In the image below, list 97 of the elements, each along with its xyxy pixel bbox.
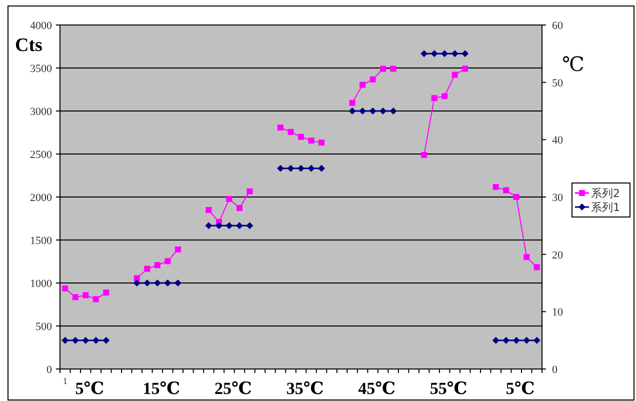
point — [62, 336, 69, 344]
point — [164, 280, 172, 286]
y-tick-label: 0 — [46, 364, 52, 376]
point — [82, 292, 89, 298]
point — [462, 50, 469, 58]
point — [308, 138, 314, 144]
y-tick-label: 3000 — [30, 106, 52, 118]
point — [62, 286, 68, 292]
point — [380, 108, 387, 114]
point — [421, 152, 428, 158]
point — [206, 206, 212, 213]
point — [533, 336, 540, 344]
y-tick-label: 1500 — [30, 235, 52, 247]
point — [205, 222, 212, 230]
y2-tick-label: 60 — [552, 20, 564, 32]
point — [164, 258, 171, 264]
y-tick-label: 2500 — [30, 149, 52, 161]
point — [174, 280, 182, 286]
point — [512, 336, 520, 344]
point — [492, 184, 499, 190]
point — [430, 50, 438, 58]
point — [318, 140, 325, 146]
point — [308, 164, 315, 172]
y-tick-label: 4000 — [30, 20, 52, 32]
point — [226, 196, 232, 202]
point — [154, 280, 161, 286]
point — [451, 50, 458, 58]
point — [288, 128, 294, 135]
point — [72, 294, 78, 300]
point — [144, 266, 150, 272]
point — [82, 336, 90, 344]
point — [277, 124, 284, 131]
point — [360, 82, 366, 88]
y2-tick-label: 0 — [552, 364, 558, 376]
y-tick-label: 2000 — [30, 192, 52, 204]
text: 45℃ — [358, 379, 396, 398]
point — [534, 264, 540, 270]
point — [442, 93, 448, 100]
text: 25℃ — [214, 379, 252, 398]
y-axis-title: Cts — [15, 35, 42, 56]
point — [174, 246, 181, 252]
y-tick-label: 1000 — [30, 278, 52, 290]
point — [349, 100, 356, 106]
point — [246, 222, 254, 230]
point — [298, 164, 304, 172]
point — [503, 187, 510, 194]
point — [492, 336, 500, 344]
point — [102, 336, 110, 344]
point — [452, 72, 458, 78]
y2-tick-label: 20 — [552, 249, 564, 262]
point — [462, 66, 468, 72]
point — [348, 108, 356, 114]
point — [420, 50, 428, 58]
point — [236, 205, 242, 212]
point — [359, 108, 366, 114]
text: 5℃ — [506, 379, 535, 398]
point — [103, 290, 110, 296]
y-tick-label: 500 — [36, 321, 52, 333]
y2-tick-label: 30 — [552, 192, 564, 204]
y2-tick-label: 50 — [552, 77, 564, 90]
point — [236, 222, 243, 230]
point — [215, 222, 222, 230]
text: 15℃ — [142, 379, 180, 398]
point — [226, 222, 233, 230]
point — [276, 164, 284, 172]
point — [513, 194, 520, 200]
point — [502, 336, 510, 344]
point — [133, 280, 140, 286]
point — [390, 108, 397, 114]
point — [298, 134, 304, 140]
point — [370, 76, 376, 82]
point — [318, 164, 326, 172]
point — [369, 108, 376, 114]
x-tick-label: 1 — [62, 376, 68, 386]
legend-label: 系列1 — [591, 201, 620, 214]
point — [134, 275, 140, 282]
y2-tick-label: 10 — [552, 306, 564, 319]
point — [523, 336, 530, 344]
text: 35℃ — [286, 379, 324, 398]
legend-label: 系列2 — [591, 187, 620, 200]
y2-tick-label: 40 — [552, 134, 564, 147]
point — [72, 336, 79, 344]
point — [92, 336, 100, 344]
point — [380, 66, 386, 72]
point — [154, 262, 160, 268]
point — [390, 66, 396, 72]
point — [524, 254, 530, 260]
point — [246, 188, 253, 194]
point — [441, 50, 448, 58]
point — [144, 280, 151, 286]
point — [431, 95, 438, 102]
point — [92, 296, 99, 302]
point — [287, 164, 294, 172]
y2-axis-title: ℃ — [562, 54, 584, 76]
y-tick-label: 3500 — [30, 63, 52, 75]
text: 5℃ — [75, 379, 104, 398]
text: 55℃ — [430, 379, 468, 398]
